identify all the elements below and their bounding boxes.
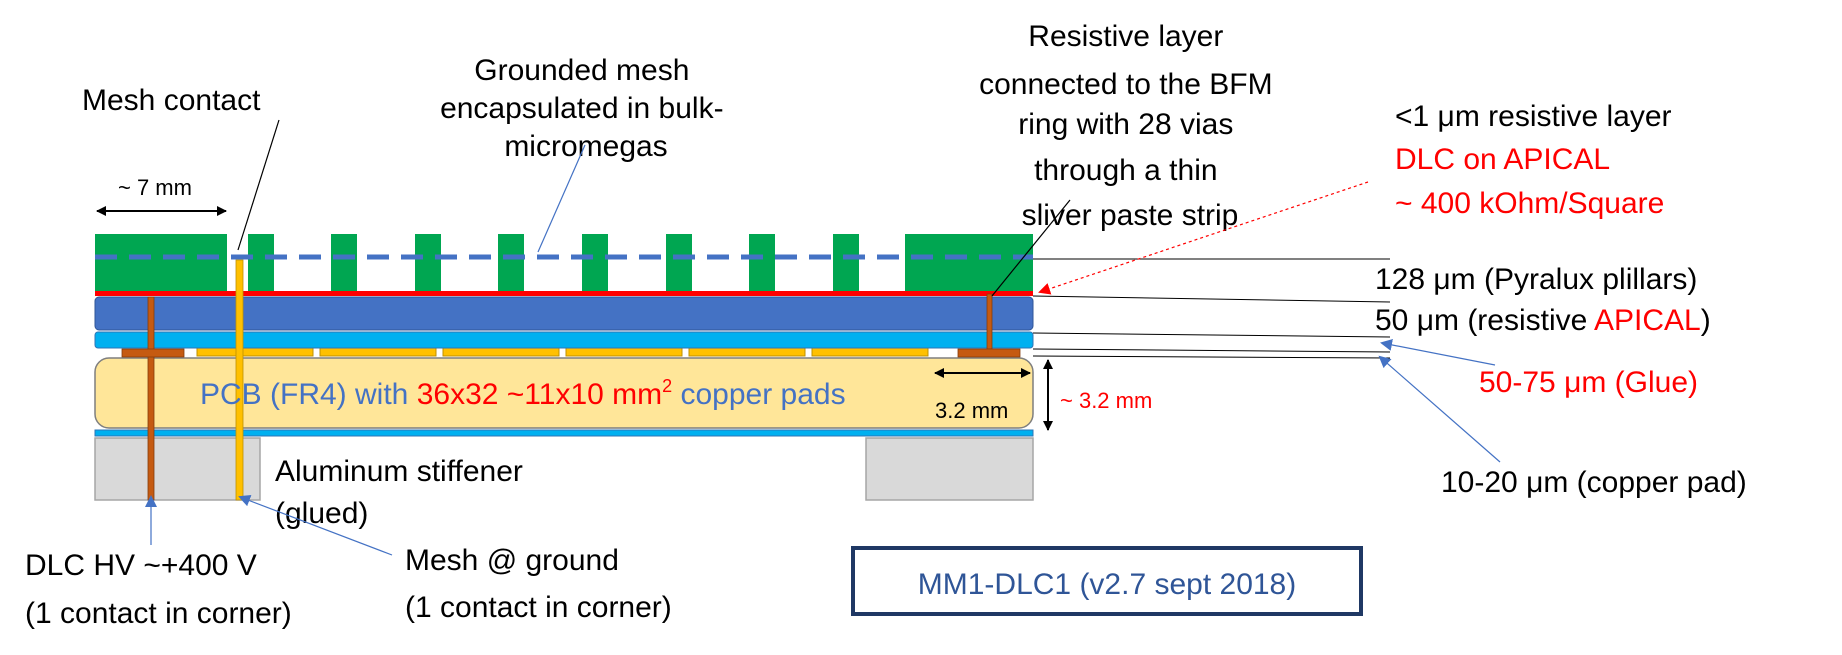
pyralux-pillars bbox=[95, 234, 1033, 291]
copper-pad-pointer bbox=[1378, 355, 1501, 463]
copper-pads bbox=[196, 347, 929, 357]
mesh-ground-pointer bbox=[238, 494, 393, 556]
copper-pad-label: 10-20 μm (copper pad) bbox=[1441, 466, 1747, 499]
thin-blue-layer-bottom bbox=[94, 429, 1034, 437]
resistive-layer-connection-label: Resistive layer connected to the BFM rin… bbox=[979, 20, 1281, 232]
ohm-per-square-label: ~ 400 kOhm/Square bbox=[1395, 187, 1664, 220]
dlc-hv-via bbox=[147, 296, 155, 501]
grounded-mesh-pointer bbox=[537, 144, 586, 253]
bfm-pad bbox=[957, 348, 1021, 358]
glue-layer bbox=[94, 331, 1034, 349]
mesh-ground-label: Mesh @ ground (1 contact in corner) bbox=[405, 544, 672, 624]
three-two-inner-label: 3.2 mm bbox=[935, 398, 1008, 423]
apical-label: 50 μm (resistive APICAL) bbox=[1375, 304, 1711, 337]
stiffener-label: Aluminum stiffener (glued) bbox=[275, 455, 531, 530]
dlc-resistive-layer bbox=[95, 291, 1033, 296]
pcb-label: PCB (FR4) with 36x32 ~11x10 mm2 copper p… bbox=[200, 376, 846, 411]
dlc-hv-label: DLC HV ~+400 V (1 contact in corner) bbox=[25, 549, 292, 630]
aluminum-stiffener-right bbox=[865, 437, 1034, 501]
resistive-layer-thickness-label: <1 μm resistive layer bbox=[1395, 100, 1672, 133]
apical-layer bbox=[94, 296, 1034, 331]
dlc-on-apical-label: DLC on APICAL bbox=[1395, 143, 1610, 176]
pcb-fr4 bbox=[94, 357, 1034, 429]
glue-pointer bbox=[1380, 339, 1496, 366]
version-label: MM1-DLC1 (v2.7 sept 2018) bbox=[918, 568, 1297, 601]
mesh-contact-pointer bbox=[237, 119, 280, 251]
three-two-outer-label: ~ 3.2 mm bbox=[1060, 388, 1152, 413]
thickness-reference-lines bbox=[1032, 258, 1391, 359]
seven-mm-label: ~ 7 mm bbox=[118, 175, 192, 200]
glue-label: 50-75 μm (Glue) bbox=[1479, 366, 1698, 399]
aluminum-stiffener-left bbox=[94, 437, 261, 501]
dlc-hv-pad bbox=[121, 348, 185, 358]
version-box bbox=[851, 546, 1363, 616]
bfm-via bbox=[986, 293, 993, 350]
dlc-pointer bbox=[1038, 181, 1369, 295]
grounded-mesh-label: Grounded mesh encapsulated in bulk- micr… bbox=[440, 54, 732, 163]
mesh-contact-label: Mesh contact bbox=[82, 84, 261, 117]
bfm-via-pointer bbox=[991, 199, 1071, 297]
pillars-label: 128 μm (Pyralux plillars) bbox=[1375, 263, 1697, 296]
